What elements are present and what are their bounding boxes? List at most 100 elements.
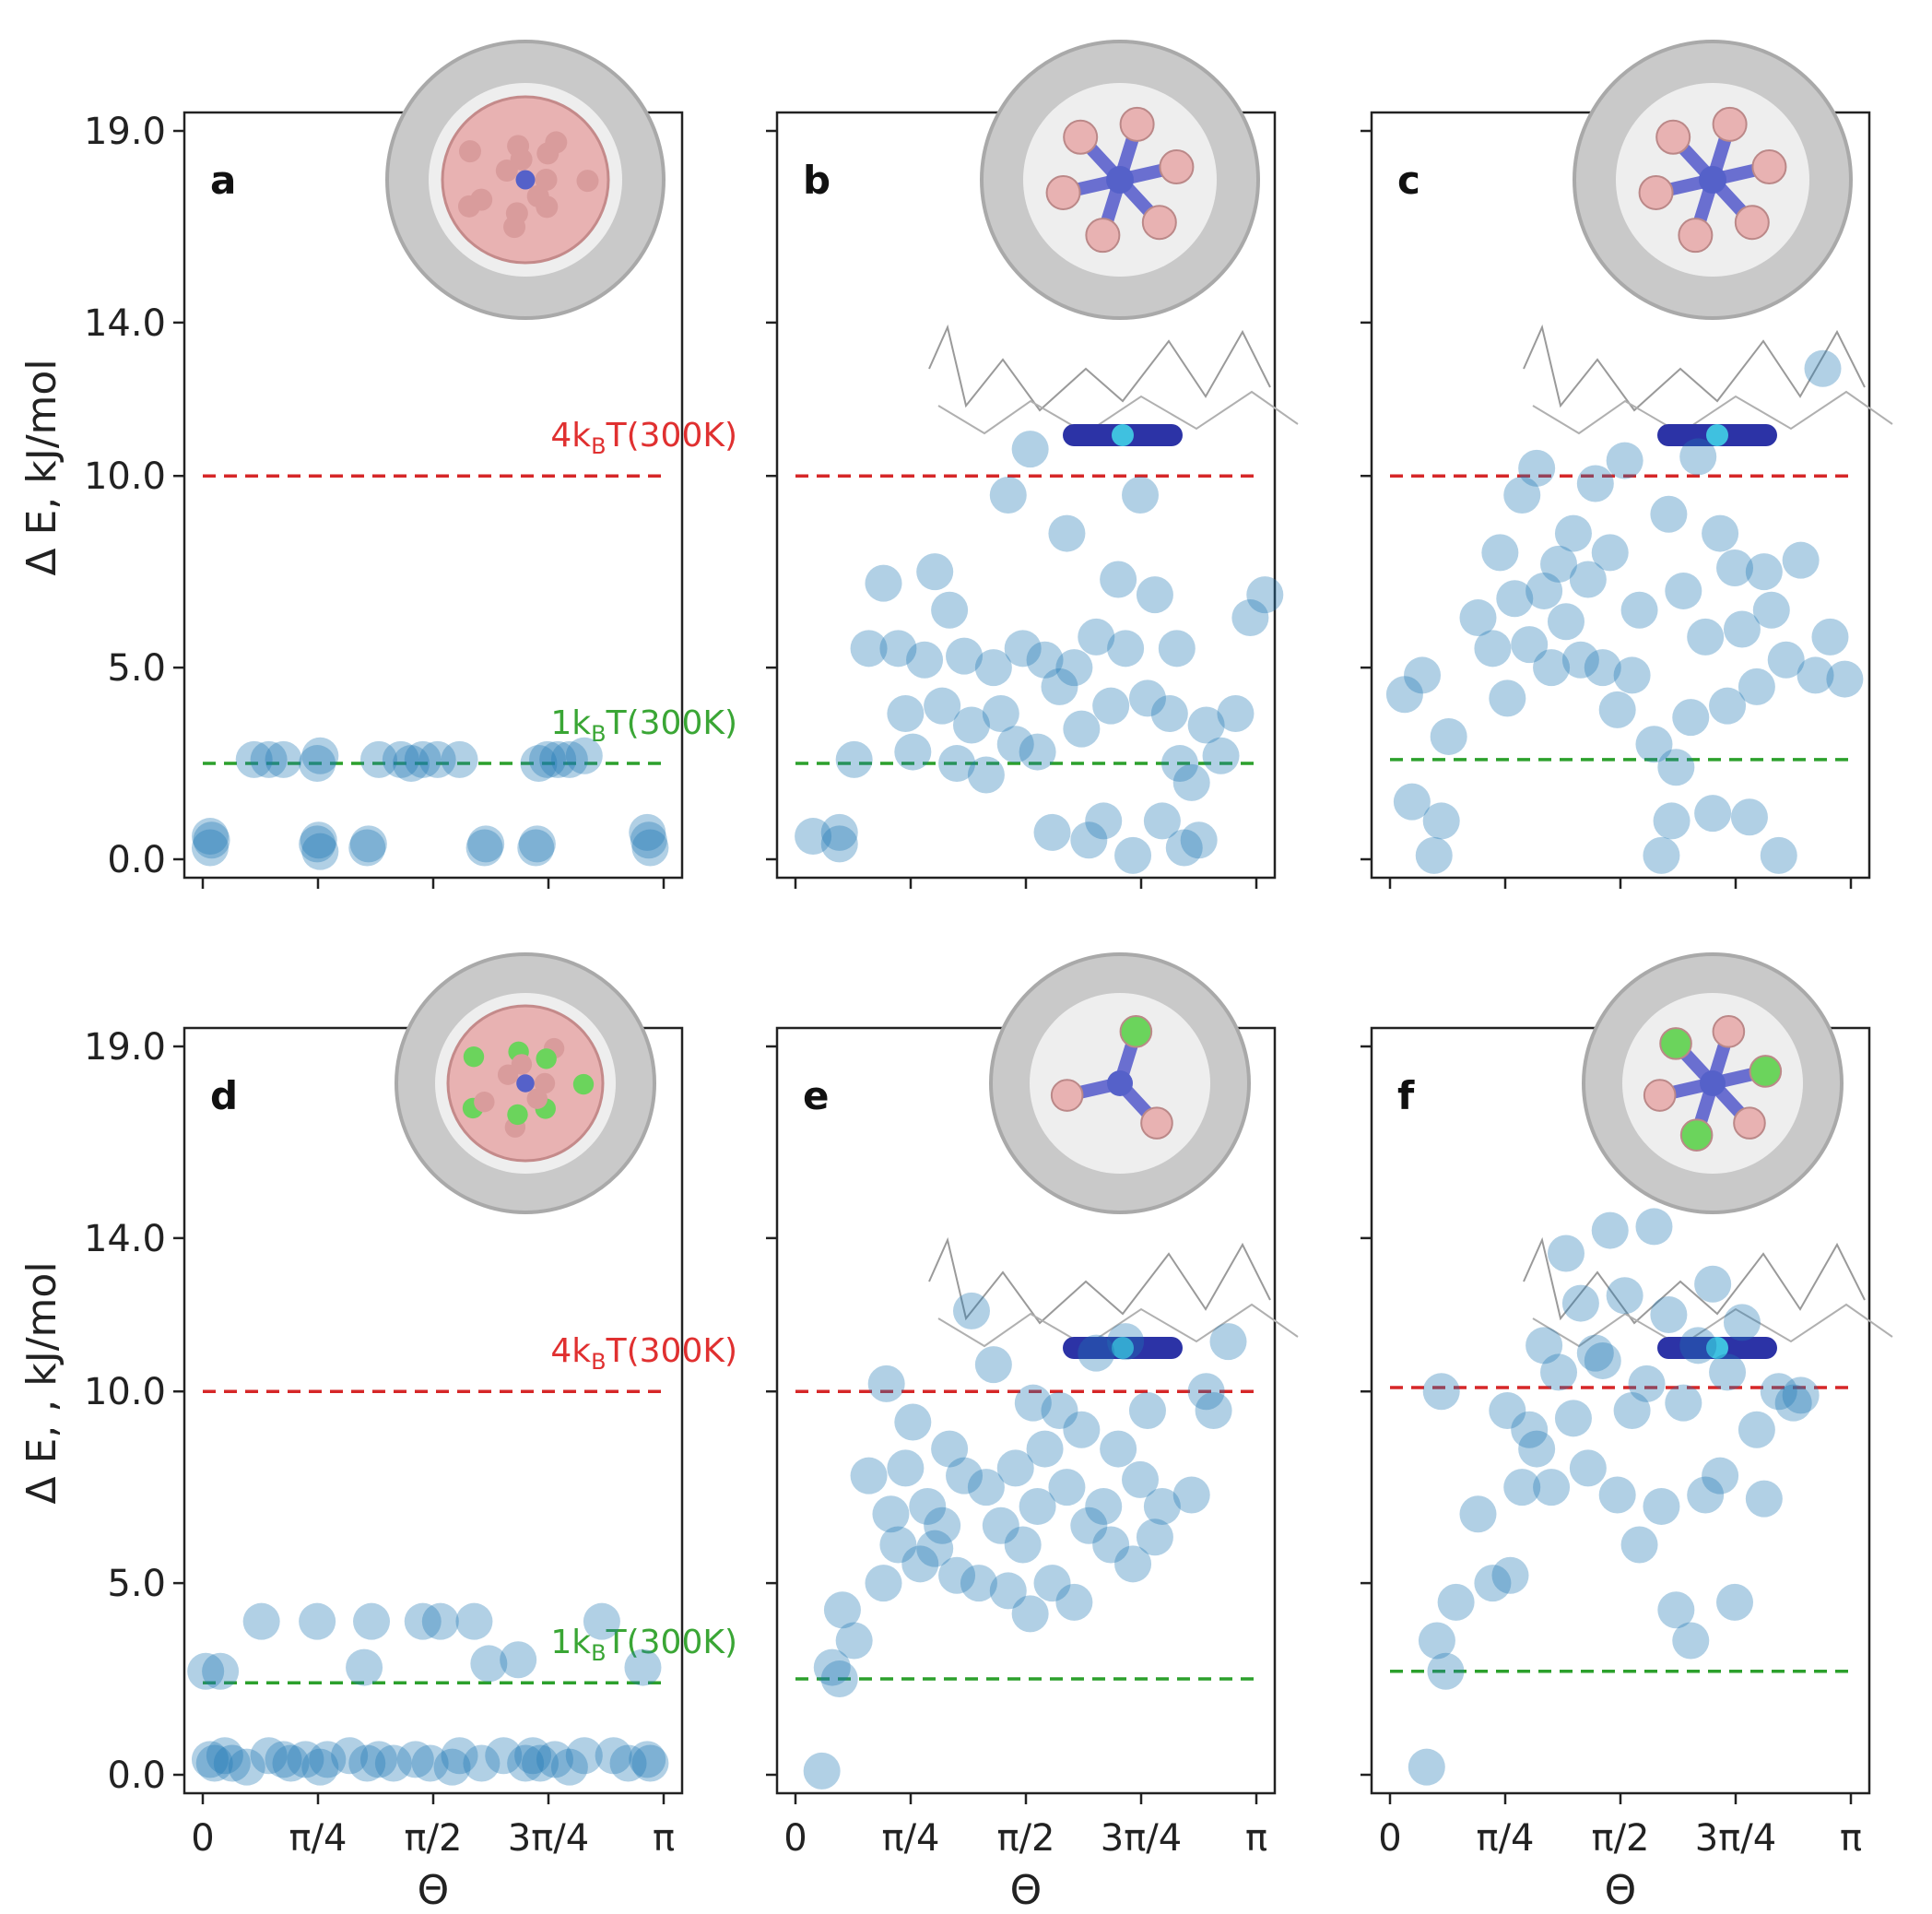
data-point	[1526, 1327, 1563, 1365]
data-point	[1679, 438, 1717, 476]
data-point	[517, 829, 555, 867]
data-point	[1687, 1476, 1725, 1514]
data-point	[195, 1744, 233, 1782]
data-point	[1172, 1476, 1210, 1514]
data-point	[1738, 1411, 1775, 1448]
data-point	[1092, 1526, 1130, 1564]
x-tick-label: π/4	[881, 1817, 939, 1860]
data-point	[887, 695, 925, 732]
data-point	[835, 740, 873, 778]
data-point	[1606, 442, 1643, 479]
data-point	[1114, 836, 1152, 874]
data-point	[539, 740, 577, 778]
data-point	[228, 1748, 265, 1786]
data-point	[1716, 1583, 1754, 1621]
data-point	[470, 1645, 508, 1683]
data-point	[630, 821, 667, 859]
data-point	[1723, 610, 1761, 648]
atom	[576, 170, 599, 193]
data-point	[1540, 545, 1578, 583]
data-point	[583, 1602, 620, 1640]
data-point	[631, 829, 669, 867]
data-point	[418, 740, 456, 778]
data-point	[1014, 1384, 1052, 1422]
data-point	[952, 1292, 990, 1329]
data-point	[1709, 687, 1747, 725]
data-point	[1547, 1235, 1584, 1272]
data-point	[1474, 1565, 1512, 1602]
atom	[463, 1046, 485, 1068]
atom	[510, 148, 533, 171]
ligand-atom	[1063, 119, 1099, 155]
data-point	[1526, 572, 1563, 609]
x-tick-label: π/2	[1591, 1817, 1649, 1860]
panel-letter: d	[210, 1073, 238, 1118]
data-point	[1628, 1365, 1666, 1402]
y-tick-label: 19.0	[84, 111, 166, 153]
data-point	[1702, 514, 1739, 552]
ring-wireframe	[928, 1236, 1271, 1325]
data-point	[1782, 541, 1820, 579]
data-point	[1561, 1284, 1599, 1322]
x-tick-label: π	[1245, 1817, 1267, 1860]
data-point	[1415, 836, 1453, 874]
data-point	[1180, 821, 1218, 859]
data-point	[1063, 1411, 1101, 1448]
ref-label-4kT: 4kBT(300K)	[550, 1332, 737, 1375]
data-point	[1136, 1518, 1173, 1556]
data-point	[1187, 1373, 1225, 1411]
ligand-atom	[1712, 1015, 1746, 1048]
data-point	[960, 1565, 997, 1602]
data-point	[865, 564, 902, 602]
center-atom	[515, 170, 536, 190]
data-point	[967, 756, 1005, 794]
data-point	[1635, 726, 1673, 763]
y-axis-label: Δ E, kJ/mol	[18, 359, 65, 575]
data-point	[374, 1744, 412, 1782]
data-point	[1503, 1469, 1541, 1506]
data-point	[514, 1737, 552, 1775]
data-point	[441, 1737, 478, 1775]
data-point	[1489, 679, 1526, 717]
data-point	[1774, 1384, 1812, 1422]
data-point	[1019, 1487, 1056, 1525]
data-point	[916, 553, 954, 591]
data-point	[1782, 1376, 1820, 1414]
data-point	[1694, 795, 1732, 833]
data-point	[1804, 349, 1842, 387]
data-point	[1422, 802, 1460, 840]
ligand-atom	[1141, 205, 1177, 241]
data-point	[441, 740, 478, 778]
data-point	[1687, 618, 1725, 656]
data-point	[989, 477, 1027, 514]
data-point	[629, 1741, 666, 1778]
ligand-atom	[1678, 218, 1714, 254]
data-point	[1172, 763, 1210, 801]
data-point	[1143, 802, 1181, 840]
center-atom	[1106, 166, 1134, 194]
y-tick-label: 10.0	[84, 455, 166, 498]
data-point	[1613, 656, 1651, 694]
data-point	[411, 1744, 449, 1782]
data-point	[1533, 649, 1571, 687]
data-point	[433, 1748, 471, 1786]
data-point	[1048, 514, 1086, 552]
atom	[534, 1072, 556, 1094]
ring-wireframe	[1523, 324, 1866, 412]
data-point	[887, 1449, 925, 1487]
data-point	[1459, 599, 1497, 637]
data-point	[1752, 591, 1790, 629]
data-point	[952, 706, 990, 744]
data-point	[1511, 626, 1549, 664]
data-point	[191, 1741, 229, 1778]
x-tick-label: 3π/4	[1695, 1817, 1776, 1860]
data-point	[1430, 717, 1467, 755]
data-point	[1004, 630, 1042, 668]
data-point	[1591, 534, 1629, 572]
data-point	[1518, 1430, 1556, 1468]
ring-wireframe	[937, 1303, 1299, 1348]
planar-molecule-center	[1112, 424, 1134, 446]
data-point	[1128, 679, 1166, 717]
data-point	[520, 745, 558, 783]
data-point	[265, 1741, 302, 1778]
